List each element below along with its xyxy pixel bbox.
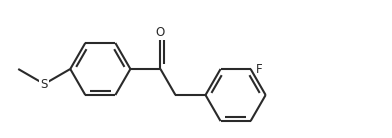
Text: O: O xyxy=(156,26,165,39)
Text: F: F xyxy=(256,63,263,75)
Text: S: S xyxy=(40,78,48,91)
